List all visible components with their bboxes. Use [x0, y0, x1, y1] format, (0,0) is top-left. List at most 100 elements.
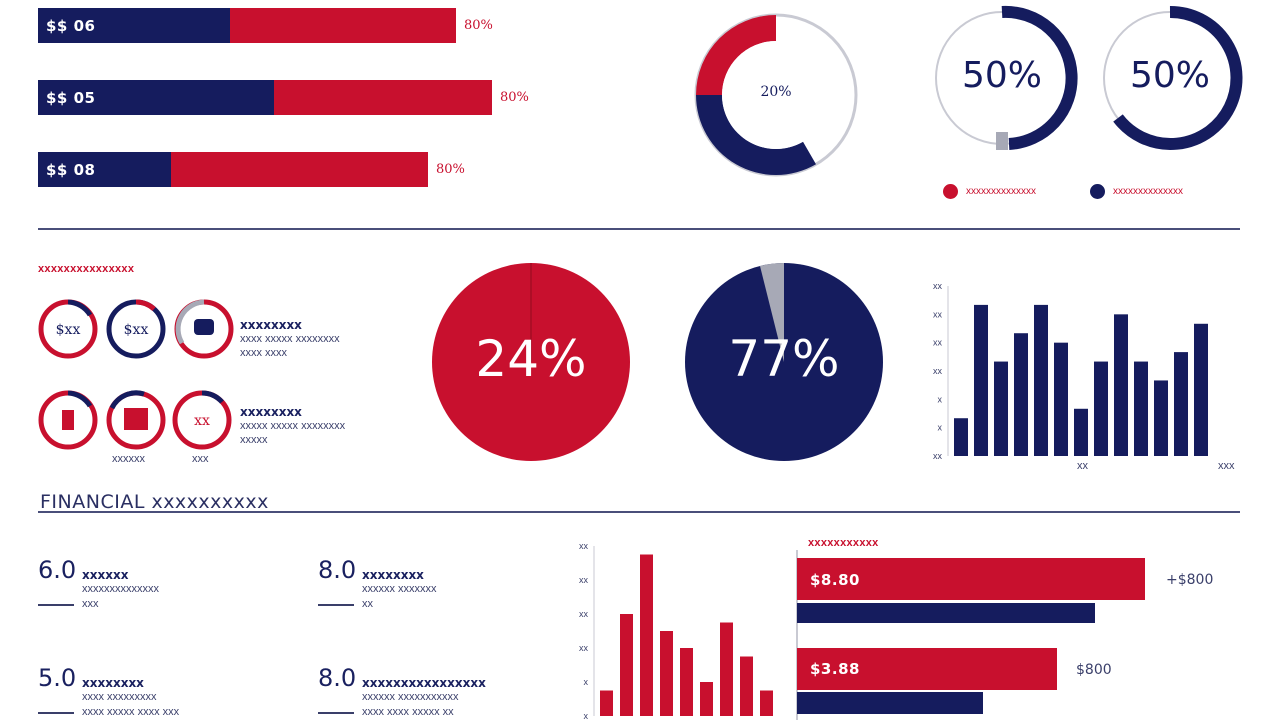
mid-chart-bar-5	[1034, 304, 1048, 456]
bottom-chart-bar-5	[680, 648, 693, 716]
bottom-navy-bar-2	[797, 692, 983, 714]
icon-caption-b: xxx	[192, 453, 209, 465]
bottom-chart-bar-2	[620, 614, 633, 716]
stat-4-sub1: xxxxxx xxxxxxxxxxx	[362, 691, 459, 703]
mid-chart-bar-3	[994, 361, 1008, 456]
divider-bottom	[38, 511, 1240, 513]
icon-row-1-sub1: xxxx xxxxx xxxxxxxx	[240, 333, 340, 345]
bottom-chart-bar-1	[600, 690, 613, 716]
stat-4-dash	[318, 712, 354, 714]
mid-caption: xxxxxxxxxxxxxxx	[38, 263, 135, 275]
top-bar-2-red	[274, 80, 492, 115]
icon-ring-4	[38, 390, 98, 450]
top-bar-1-pct: 80%	[464, 18, 493, 33]
top-donut-chart	[694, 13, 858, 177]
stat-4-sub2: xxxx xxxx xxxxx xx	[362, 706, 454, 718]
mid-x-tick-a: xx	[1077, 460, 1088, 472]
mid-chart-bar-8	[1094, 361, 1108, 456]
stat-3-sub2: xxxx xxxxx xxxx xxx	[82, 706, 180, 718]
stat-1-dash	[38, 604, 74, 606]
mid-chart-bar-1	[954, 418, 968, 456]
pie-navy-label: 77%	[728, 330, 840, 388]
mid-chart-bar-7	[1074, 408, 1088, 456]
mid-chart-y-tick-7: xx	[933, 451, 943, 461]
bottom-chart-bar-8	[740, 656, 753, 716]
mid-chart-y-tick-5: x	[938, 394, 943, 404]
mid-chart-bar-4	[1014, 333, 1028, 456]
donut-red-segment	[696, 15, 776, 95]
legend-red-dot	[943, 184, 958, 199]
stat-2-number: 8.0	[318, 556, 357, 584]
bottom-chart-y-tick-4: xx	[579, 643, 589, 653]
top-bar-2-navy	[38, 80, 274, 115]
top-bar-1-navy	[38, 8, 230, 43]
bottom-vertical-bar-chart: xxxxxxxxxx	[579, 541, 773, 720]
ring-1-grey-gap	[996, 132, 1008, 150]
mid-chart-bar-13	[1194, 323, 1208, 456]
icon-row-1-title: xxxxxxxx	[240, 318, 302, 332]
icon-caption-a: xxxxxx	[112, 453, 145, 465]
ring-2-navy-arc	[1113, 5, 1243, 150]
mid-chart-y-tick-4: xx	[933, 366, 943, 376]
icon-row-2-title: xxxxxxxx	[240, 405, 302, 419]
bottom-bar-2-value: $800	[1076, 662, 1112, 678]
bottom-chart-bar-7	[720, 622, 733, 716]
icon-ring-6: xx	[172, 390, 232, 450]
section-title: FINANCIAL xxxxxxxxxx	[40, 491, 269, 513]
ring-1-navy-arc	[1001, 5, 1078, 150]
stat-2-dash	[318, 604, 354, 606]
bottom-red-bar-2-label: $3.88	[810, 660, 860, 678]
stat-2-label: xxxxxxxx	[362, 568, 424, 582]
bottom-chart-y-tick-5: x	[584, 677, 589, 687]
icon-ring-5	[106, 390, 166, 450]
top-bar-3-pct: 80%	[436, 162, 465, 177]
bottom-chart-y-tick-2: xx	[579, 575, 589, 585]
icon-row-1-sub2: xxxx xxxx	[240, 347, 288, 359]
top-bar-3-navy	[38, 152, 171, 187]
top-bar-2-label: $$ 05	[46, 89, 96, 107]
stat-1-sub1: xxxxxxxxxxxxxx	[82, 583, 159, 595]
svg-text:$xx: $xx	[124, 322, 149, 338]
mid-chart-bar-9	[1114, 314, 1128, 456]
bottom-chart-bar-9	[760, 690, 773, 716]
top-bar-3-label: $$ 08	[46, 161, 96, 179]
divider-top	[38, 228, 1240, 230]
bottom-chart-y-tick-3: xx	[579, 609, 589, 619]
donut-center-label: 20%	[760, 84, 792, 100]
svg-text:xx: xx	[194, 413, 210, 429]
icon-ring-2: $xx	[106, 299, 166, 359]
top-bar-2-pct: 80%	[500, 90, 529, 105]
ring-chart-2	[1103, 5, 1243, 150]
mid-chart-bar-2	[974, 304, 988, 456]
bottom-chart-bar-6	[700, 682, 713, 716]
stat-3-number: 5.0	[38, 664, 77, 692]
bottom-navy-bar-1	[797, 603, 1095, 623]
pie-navy-grey-slice	[760, 263, 784, 362]
stat-3-dash	[38, 712, 74, 714]
mid-chart-y-tick-6: x	[938, 423, 943, 433]
legend-navy-label: xxxxxxxxxxxxxx	[1113, 186, 1183, 197]
stat-3-sub1: xxxx xxxxxxxxx	[82, 691, 157, 703]
pie-navy	[685, 263, 883, 461]
donut-navy-segment	[696, 95, 816, 175]
stat-1-label: xxxxxx	[82, 568, 129, 582]
mid-vertical-bar-chart: xxxxxxxxxxxx	[933, 281, 1208, 461]
bottom-right-caption: xxxxxxxxxxx	[808, 537, 879, 549]
mid-chart-bar-10	[1134, 361, 1148, 456]
mid-chart-y-tick-3: xx	[933, 338, 943, 348]
icon-ring-1: $xx	[38, 299, 98, 359]
bottom-right-axis	[796, 550, 798, 720]
top-bar-1-label: $$ 06	[46, 17, 96, 35]
icon-row-2-sub2: xxxxx	[240, 434, 268, 446]
bottom-chart-y-tick-1: xx	[579, 541, 589, 551]
mid-chart-bar-11	[1154, 380, 1168, 456]
pie-red	[432, 263, 630, 461]
bottom-chart-bar-3	[640, 554, 653, 716]
top-bar-1-red	[230, 8, 456, 43]
bottom-bar-1-value: +$800	[1166, 572, 1214, 588]
stat-3-label: xxxxxxxx	[82, 676, 144, 690]
bottom-chart-y-tick-6: x	[584, 711, 589, 720]
top-bar-3-red	[171, 152, 428, 187]
bottom-red-bar-1-label: $8.80	[810, 571, 860, 589]
stat-2-sub1: xxxxxx xxxxxxx	[362, 583, 437, 595]
